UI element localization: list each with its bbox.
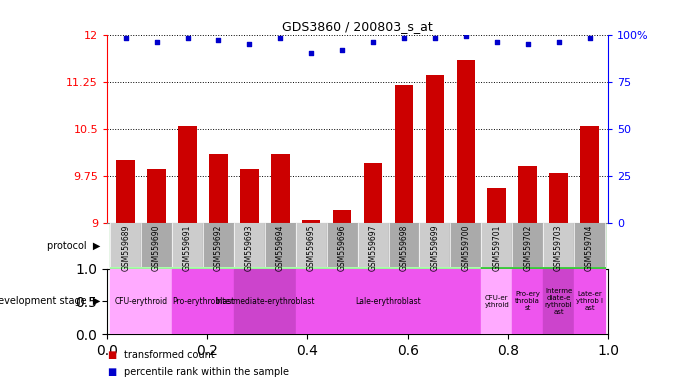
Text: GSM559691: GSM559691 (183, 225, 192, 271)
Point (584, 35, 595, 41)
Bar (333, 210, 352, 223)
Text: sorted: sorted (278, 241, 314, 251)
Text: protocol  ▶: protocol ▶ (47, 241, 100, 251)
Bar (116, 160, 135, 223)
Bar (203, 223, 234, 267)
Bar (512, 223, 543, 267)
Point (182, 35, 193, 41)
Bar (419, 223, 451, 267)
Text: GSM559690: GSM559690 (152, 225, 161, 271)
Bar (487, 188, 506, 223)
Bar (543, 223, 574, 267)
Bar (110, 269, 172, 334)
Point (522, 41, 533, 47)
Point (244, 41, 255, 47)
Title: GDS3860 / 200803_s_at: GDS3860 / 200803_s_at (282, 20, 433, 33)
Bar (482, 223, 605, 269)
Text: unsorted: unsorted (518, 241, 568, 251)
Text: Late-er
ythrob l
ast: Late-er ythrob l ast (576, 291, 603, 311)
Text: Intermediate-erythroblast: Intermediate-erythroblast (215, 297, 314, 306)
Bar (518, 166, 537, 223)
Text: ■: ■ (107, 367, 116, 377)
Point (429, 35, 440, 41)
Bar (147, 169, 166, 223)
Text: GSM559692: GSM559692 (214, 225, 223, 271)
Text: Interme
diate-e
rythrobl
ast: Interme diate-e rythrobl ast (545, 288, 572, 315)
Bar (296, 269, 482, 334)
Point (553, 39, 564, 45)
Point (305, 50, 316, 56)
Bar (363, 163, 382, 223)
Text: ■: ■ (107, 350, 116, 360)
Bar (172, 223, 203, 267)
Bar (482, 223, 512, 267)
Point (337, 46, 348, 53)
Point (368, 39, 379, 45)
Text: GSM559702: GSM559702 (523, 225, 532, 271)
Point (213, 37, 224, 43)
Text: GSM559693: GSM559693 (245, 225, 254, 271)
Bar (110, 223, 482, 269)
Bar (574, 269, 605, 334)
Text: GSM559697: GSM559697 (368, 225, 377, 271)
Bar (265, 223, 296, 267)
Text: CFU-er
ythroid: CFU-er ythroid (484, 295, 509, 308)
Text: GSM559694: GSM559694 (276, 225, 285, 271)
Bar (296, 223, 327, 267)
Bar (543, 269, 574, 334)
Bar (302, 220, 321, 223)
Bar (234, 269, 296, 334)
Bar (451, 223, 482, 267)
Text: GSM559689: GSM559689 (121, 225, 130, 271)
Bar (482, 269, 512, 334)
Bar (549, 172, 568, 223)
Bar (141, 223, 172, 267)
Bar (209, 154, 228, 223)
Bar (234, 223, 265, 267)
Text: CFU-erythroid: CFU-erythroid (115, 297, 168, 306)
Text: percentile rank within the sample: percentile rank within the sample (124, 367, 290, 377)
Text: GSM559704: GSM559704 (585, 225, 594, 271)
Text: GSM559696: GSM559696 (338, 225, 347, 271)
Bar (327, 223, 358, 267)
Text: transformed count: transformed count (124, 350, 215, 360)
Bar (388, 223, 419, 267)
Text: GSM559701: GSM559701 (492, 225, 501, 271)
Text: development stage  ▶: development stage ▶ (0, 296, 100, 306)
Point (491, 39, 502, 45)
Bar (574, 223, 605, 267)
Point (151, 39, 162, 45)
Text: GSM559695: GSM559695 (307, 225, 316, 271)
Point (460, 33, 471, 40)
Bar (580, 126, 599, 223)
Text: GSM559698: GSM559698 (399, 225, 408, 271)
Text: Pro-erythroblast: Pro-erythroblast (172, 297, 234, 306)
Text: Lale-erythroblast: Lale-erythroblast (356, 297, 422, 306)
Bar (395, 85, 413, 223)
Bar (457, 60, 475, 223)
Bar (426, 75, 444, 223)
Bar (110, 223, 141, 267)
Point (120, 35, 131, 41)
Text: Pro-ery
throbla
st: Pro-ery throbla st (515, 291, 540, 311)
Bar (240, 169, 258, 223)
Point (275, 35, 286, 41)
Text: GSM559703: GSM559703 (554, 225, 563, 271)
Bar (358, 223, 388, 267)
Bar (512, 269, 543, 334)
Text: GSM559700: GSM559700 (462, 225, 471, 271)
Bar (178, 126, 197, 223)
Bar (271, 154, 290, 223)
Bar (172, 269, 234, 334)
Point (399, 35, 410, 41)
Text: GSM559699: GSM559699 (430, 225, 439, 271)
